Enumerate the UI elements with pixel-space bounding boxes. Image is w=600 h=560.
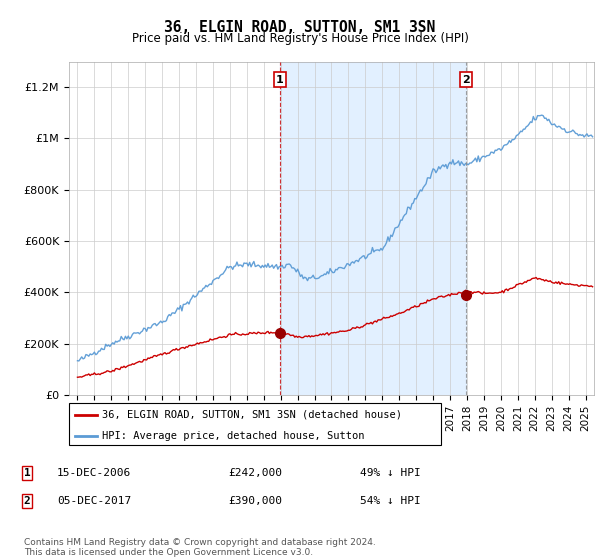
Text: 2: 2 bbox=[23, 496, 31, 506]
Text: 1: 1 bbox=[276, 74, 284, 85]
Text: 2: 2 bbox=[462, 74, 470, 85]
Text: Contains HM Land Registry data © Crown copyright and database right 2024.
This d: Contains HM Land Registry data © Crown c… bbox=[24, 538, 376, 557]
Text: 54% ↓ HPI: 54% ↓ HPI bbox=[360, 496, 421, 506]
Text: HPI: Average price, detached house, Sutton: HPI: Average price, detached house, Sutt… bbox=[103, 431, 365, 441]
FancyBboxPatch shape bbox=[69, 403, 441, 445]
Text: £242,000: £242,000 bbox=[228, 468, 282, 478]
Text: 36, ELGIN ROAD, SUTTON, SM1 3SN (detached house): 36, ELGIN ROAD, SUTTON, SM1 3SN (detache… bbox=[103, 410, 403, 420]
Text: 15-DEC-2006: 15-DEC-2006 bbox=[57, 468, 131, 478]
Text: 36, ELGIN ROAD, SUTTON, SM1 3SN: 36, ELGIN ROAD, SUTTON, SM1 3SN bbox=[164, 20, 436, 35]
Text: £390,000: £390,000 bbox=[228, 496, 282, 506]
Bar bbox=[280, 62, 466, 395]
Text: 05-DEC-2017: 05-DEC-2017 bbox=[57, 496, 131, 506]
Text: 49% ↓ HPI: 49% ↓ HPI bbox=[360, 468, 421, 478]
Text: 1: 1 bbox=[23, 468, 31, 478]
Text: Price paid vs. HM Land Registry's House Price Index (HPI): Price paid vs. HM Land Registry's House … bbox=[131, 32, 469, 45]
